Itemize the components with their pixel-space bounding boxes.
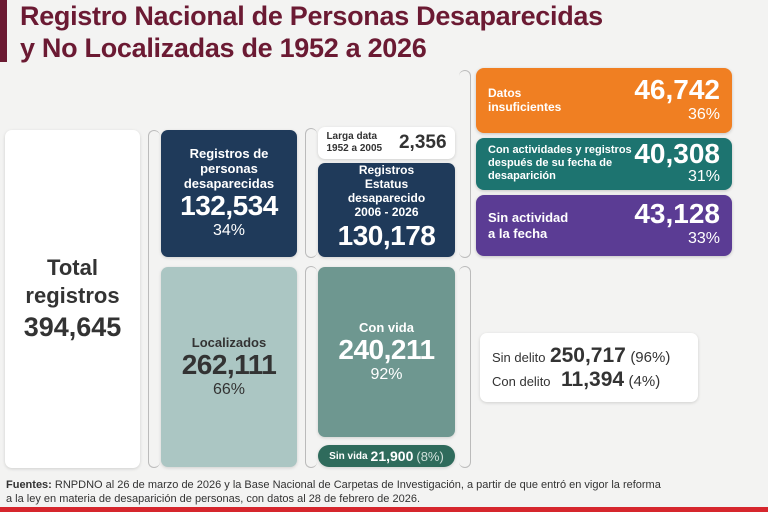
category-value: 43,128	[634, 198, 720, 229]
bottom-bar	[0, 507, 768, 512]
category-label: Con actividades y registros después de s…	[488, 144, 632, 182]
category-value: 46,742	[634, 74, 720, 105]
footer-label: Fuentes:	[6, 479, 52, 491]
category-pct: 33%	[687, 230, 720, 247]
con-delito-row: Con delito 11,394 (4%)	[492, 368, 660, 392]
total-label-2: registros	[25, 283, 120, 308]
con-delito-value: 11,394	[561, 367, 625, 391]
sin-delito-value: 250,717	[549, 343, 626, 367]
larga-data-label: Larga data	[326, 131, 378, 142]
localizados-label: Localizados	[191, 334, 267, 350]
estatus-value: 130,178	[337, 220, 436, 251]
sin-vida-value: 21,900	[370, 448, 414, 464]
title-line-1: Registro Nacional de Personas Desapareci…	[20, 1, 603, 31]
category-pct: 31%	[687, 168, 720, 185]
sin-actividad-card: Sin actividad a la fecha 43,128 33%	[476, 195, 732, 256]
con-vida-pct: 92%	[370, 365, 403, 383]
category-label: Sin actividad a la fecha	[488, 210, 569, 241]
bracket	[459, 266, 471, 468]
bracket	[148, 130, 160, 468]
sin-vida-pill: Sin vida 21,900 (8%)	[318, 445, 455, 467]
footer-text: RNPDNO al 26 de marzo de 2026 y la Base …	[6, 479, 661, 505]
desaparecidas-pct: 34%	[212, 222, 246, 239]
desaparecidas-label: Registros de personas desaparecidas	[183, 146, 275, 191]
con-delito-pct: (4%)	[628, 372, 661, 390]
desaparecidas-value: 132,534	[180, 190, 278, 221]
bracket	[305, 128, 317, 258]
footer-sources: Fuentes: RNPDNO al 26 de marzo de 2026 y…	[6, 478, 666, 506]
con-delito-label: Con delito	[492, 373, 551, 389]
bracket	[459, 70, 471, 258]
sin-delito-pct: (96%)	[630, 348, 671, 366]
title-line-2: y No Localizadas de 1952 a 2026	[20, 33, 427, 63]
category-value: 40,308	[634, 138, 720, 169]
total-value: 394,645	[23, 312, 122, 342]
page-title: Registro Nacional de Personas Desapareci…	[20, 0, 603, 64]
localizados-value: 262,111	[181, 348, 277, 380]
con-vida-card: Con vida 240,211 92%	[318, 267, 455, 437]
total-card: Total registros 394,645	[5, 130, 140, 468]
desaparecidas-card: Registros de personas desaparecidas 132,…	[161, 130, 297, 257]
estatus-label: Registros Estatus desaparecido 2006 - 20…	[347, 163, 426, 219]
larga-data-range: 1952 a 2005	[326, 143, 383, 154]
sin-delito-label: Sin delito	[492, 349, 546, 365]
delito-card: Sin delito 250,717 (96%) Con delito 11,3…	[480, 333, 698, 402]
category-pct: 36%	[687, 106, 720, 123]
total-label: Total	[47, 255, 98, 280]
datos-insuficientes-card: Datos insuficientes 46,742 36%	[476, 68, 732, 133]
con-vida-value: 240,211	[338, 333, 435, 365]
title-accent-bar	[0, 0, 7, 62]
con-vida-label: Con vida	[359, 319, 414, 335]
estatus-card: Registros Estatus desaparecido 2006 - 20…	[318, 163, 455, 257]
category-label: Datos insuficientes	[488, 86, 562, 114]
sin-vida-pct: (8%)	[416, 448, 444, 464]
bracket	[305, 266, 317, 468]
localizados-card: Localizados 262,111 66%	[161, 267, 297, 467]
larga-data-value: 2,356	[398, 132, 447, 153]
localizados-pct: 66%	[212, 380, 246, 398]
con-actividades-card: Con actividades y registros después de s…	[476, 138, 732, 190]
larga-data-card: Larga data 1952 a 2005 2,356	[318, 127, 455, 159]
sin-delito-row: Sin delito 250,717 (96%)	[492, 344, 670, 368]
sin-vida-label: Sin vida	[329, 450, 368, 462]
